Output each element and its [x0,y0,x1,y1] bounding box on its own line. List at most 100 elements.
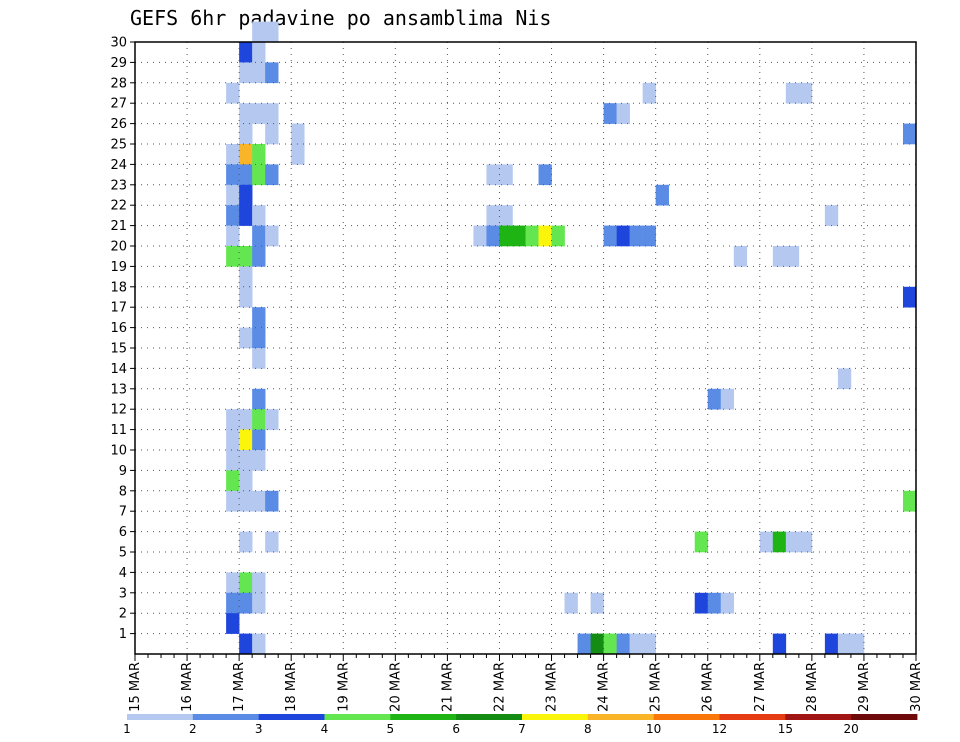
x-tick-label: 30 MAR [909,662,924,712]
legend-swatch [192,714,260,720]
legend-swatch [653,714,720,720]
heatmap-cell [239,327,253,349]
heatmap-cell [226,450,240,471]
x-tick-label: 15 MAR [128,662,143,712]
heatmap-cell [239,246,253,267]
legend-swatch [785,714,852,720]
heatmap-cell [824,633,839,655]
heatmap-cell [772,633,787,655]
legend-label: 10 [646,722,661,736]
heatmap-cell [720,388,735,410]
legend-swatch [456,714,523,720]
heatmap-cell [499,225,513,247]
heatmap-cell [616,103,630,124]
legend-swatch [719,714,786,720]
heatmap-cell [538,164,552,186]
color-legend: 1 2 3 4 5 6 7 8 10 12 15 20 [123,714,918,736]
heatmap-cell [603,103,617,124]
heatmap-cell [473,225,487,247]
heatmap-cell [239,572,253,594]
heatmap-cell [252,633,266,655]
x-tick-label: 27 MAR [753,662,768,712]
heatmap-cell [733,246,748,267]
legend-label: 4 [321,722,329,736]
heatmap-cell [265,62,279,84]
heatmap-cell [551,225,565,247]
y-tick-label: 2 [119,607,127,622]
heatmap-cell [291,144,305,165]
heatmap-cell [226,572,240,594]
heatmap-cell [707,592,722,614]
heatmap-cell [642,633,656,655]
heatmap-cells [226,21,917,655]
heatmap-cell [239,164,253,186]
heatmap-cell [603,225,617,247]
heatmap-cell [239,205,253,226]
heatmap-cell [902,490,917,512]
x-tick-label: 25 MAR [649,662,664,712]
legend-swatch [258,714,325,720]
heatmap-cell [226,409,240,430]
y-tick-label: 7 [119,505,127,520]
heatmap-cell [252,205,266,226]
x-tick-label: 17 MAR [232,662,247,712]
heatmap-cell [252,429,266,451]
y-tick-label: 24 [110,158,127,173]
chart-title: GEFS 6hr padavine po ansamblima Nis [130,6,552,30]
legend-label: 12 [712,722,727,736]
heatmap-cell [577,633,591,655]
x-tick-label: 24 MAR [597,662,612,712]
x-tick-label: 28 MAR [805,662,820,712]
heatmap-cell [902,286,917,308]
legend-swatch [522,714,589,720]
heatmap-cell [226,225,240,247]
heatmap-cell [694,592,709,614]
y-tick-label: 6 [119,525,127,540]
heatmap-cell [226,613,240,634]
heatmap-cell [226,144,240,165]
heatmap-cell [850,633,865,655]
dotted-grid [135,42,916,654]
heatmap-cell [265,490,279,512]
x-tick-label: 29 MAR [857,662,872,712]
y-tick-label: 25 [110,138,127,153]
heatmap-cell [252,144,266,165]
heatmap-cell [239,531,253,553]
legend-swatch [851,714,918,720]
heatmap-cell [642,225,656,247]
heatmap-cell [785,246,800,267]
y-tick-label: 22 [110,199,127,214]
heatmap-cell [239,409,253,430]
heatmap-cell [226,82,240,104]
y-tick-label: 5 [119,546,127,561]
heatmap-cell [226,164,240,186]
heatmap-cell [590,633,604,655]
heatmap-cell [603,633,617,655]
heatmap-cell [642,82,656,104]
heatmap-cell [252,450,266,471]
heatmap-cell [239,286,253,308]
y-tick-label: 28 [110,76,127,91]
heatmap-cell [538,225,552,247]
y-tick-label: 8 [119,484,127,499]
legend-swatch [587,714,655,720]
y-tick-label: 18 [110,280,127,295]
legend-label: 8 [584,722,592,736]
y-tick-label: 26 [110,117,127,132]
heatmap-cell [252,307,266,328]
legend-label: 5 [387,722,395,736]
heatmap-cell [239,490,253,512]
legend-swatch [324,714,391,720]
legend-label: 20 [844,722,859,736]
heatmap-cell [239,266,253,288]
heatmap-cell [226,246,240,267]
heatmap-cell [837,368,852,390]
y-tick-label: 4 [119,566,127,581]
heatmap-cell [785,531,800,553]
heatmap-cell [252,348,266,369]
y-tick-label: 1 [119,627,127,642]
legend-label: 7 [518,722,526,736]
x-tick-label: 23 MAR [545,662,560,712]
heatmap-cell [616,633,630,655]
heatmap-cell [252,490,266,512]
